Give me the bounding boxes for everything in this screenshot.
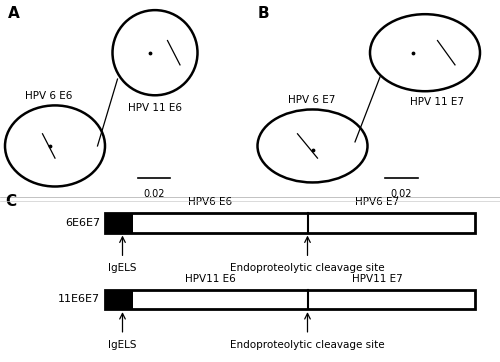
Bar xyxy=(105,213,132,233)
Text: HPV6 E7: HPV6 E7 xyxy=(356,197,400,207)
Text: IgELS: IgELS xyxy=(108,340,137,350)
Text: 0.02: 0.02 xyxy=(390,189,412,198)
Text: HPV 11 E6: HPV 11 E6 xyxy=(128,104,182,113)
Text: HPV11 E7: HPV11 E7 xyxy=(352,274,403,284)
Text: Endoproteolytic cleavage site: Endoproteolytic cleavage site xyxy=(230,263,385,273)
Text: Endoproteolytic cleavage site: Endoproteolytic cleavage site xyxy=(230,340,385,350)
Text: A: A xyxy=(8,6,19,21)
Text: 0.02: 0.02 xyxy=(143,189,165,198)
Bar xyxy=(105,290,475,309)
Text: IgELS: IgELS xyxy=(108,263,137,273)
Text: 11E6E7: 11E6E7 xyxy=(58,294,100,304)
Text: HPV11 E6: HPV11 E6 xyxy=(184,274,236,284)
Text: HPV 6 E7: HPV 6 E7 xyxy=(288,96,335,105)
Text: HPV 11 E7: HPV 11 E7 xyxy=(410,97,465,107)
Text: C: C xyxy=(5,194,16,209)
Bar xyxy=(105,290,132,309)
Bar xyxy=(105,213,475,233)
Text: HPV6 E6: HPV6 E6 xyxy=(188,197,232,207)
Text: 6E6E7: 6E6E7 xyxy=(65,218,100,228)
Text: HPV 6 E6: HPV 6 E6 xyxy=(25,91,72,101)
Text: B: B xyxy=(258,6,269,21)
